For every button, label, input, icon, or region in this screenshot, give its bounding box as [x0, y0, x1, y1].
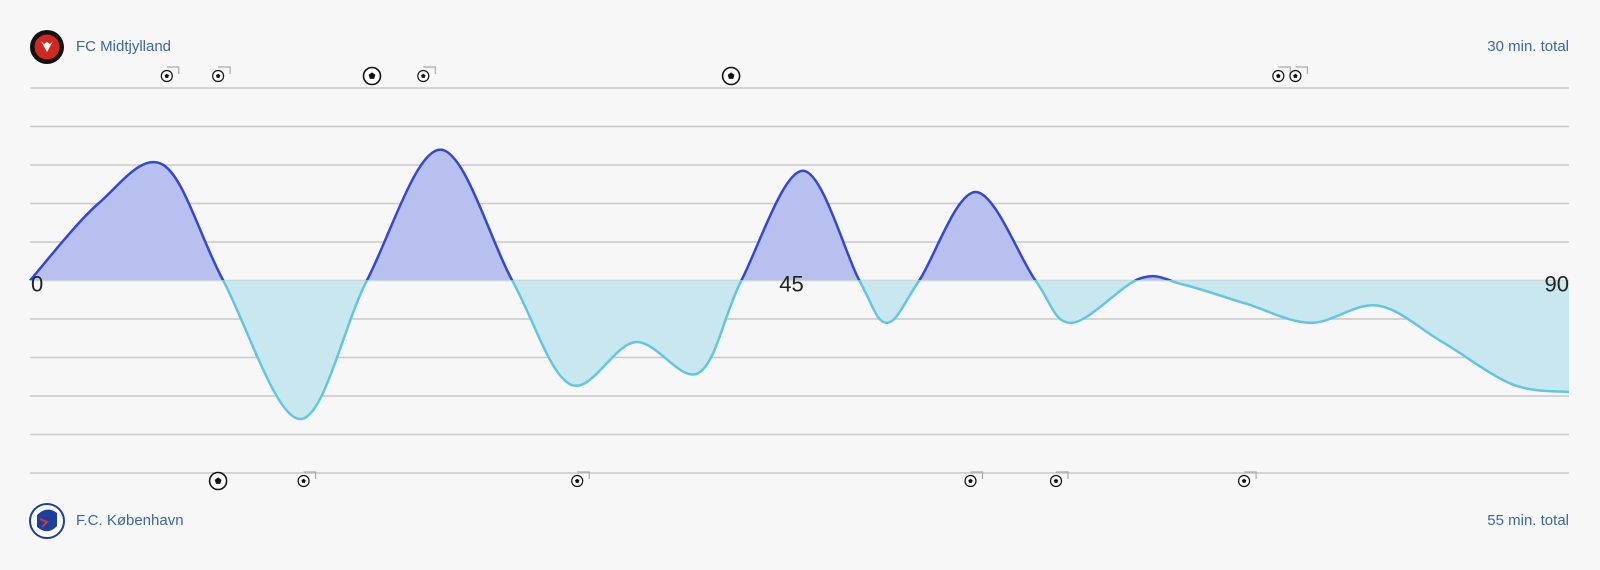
chance-flag: [1295, 66, 1308, 74]
chance-flag: [577, 471, 590, 479]
ball-patch: [575, 478, 580, 483]
x-tick-label: 90: [1545, 271, 1569, 296]
chance-marker: [1272, 66, 1291, 83]
chance-marker: [160, 66, 180, 83]
x-tick-label: 0: [31, 271, 43, 296]
home-momentum-area: [30, 149, 1169, 280]
goal-marker: [208, 471, 228, 491]
chance-flag: [218, 66, 231, 74]
chance-marker: [297, 471, 317, 488]
chance-marker: [1289, 66, 1308, 83]
away-total: 55 min. total: [1487, 512, 1569, 529]
chance-flag: [970, 471, 984, 479]
ball-patch: [215, 73, 221, 78]
ball-patch: [1053, 478, 1059, 483]
chance-marker: [571, 471, 590, 488]
away-logo: [29, 503, 65, 539]
chance-flag: [1244, 471, 1257, 479]
chance-marker: [1237, 471, 1257, 488]
home-momentum-line: [29, 148, 1173, 280]
ball-patch: [368, 72, 376, 79]
chance-flag: [423, 66, 436, 74]
ball-patch: [164, 73, 169, 78]
chance-flag: [303, 471, 317, 479]
home-logo: [30, 30, 64, 64]
chance-flag: [1278, 66, 1291, 74]
chance-flag: [1056, 471, 1069, 479]
chance-marker: [212, 66, 231, 83]
ball-patch: [1241, 478, 1247, 483]
chance-marker: [1049, 471, 1069, 488]
goal-marker: [721, 66, 741, 86]
away-momentum-line: [29, 280, 1570, 421]
ball-patch: [1293, 73, 1298, 78]
home-team-name: FC Midtjylland: [76, 38, 171, 55]
goal-marker: [362, 66, 382, 86]
ball-patch: [727, 72, 735, 79]
chance-flag: [166, 66, 180, 74]
ball-patch: [301, 478, 306, 483]
ball-patch: [1276, 73, 1281, 78]
away-team-name: F.C. København: [76, 512, 184, 529]
ball-patch: [421, 73, 426, 78]
home-total: 30 min. total: [1487, 38, 1569, 55]
chance-marker: [964, 471, 984, 488]
x-tick-label: 45: [779, 271, 803, 296]
away-momentum-area: [30, 280, 1569, 420]
chance-marker: [417, 66, 436, 83]
ball-patch: [214, 477, 222, 484]
ball-patch: [968, 478, 973, 483]
